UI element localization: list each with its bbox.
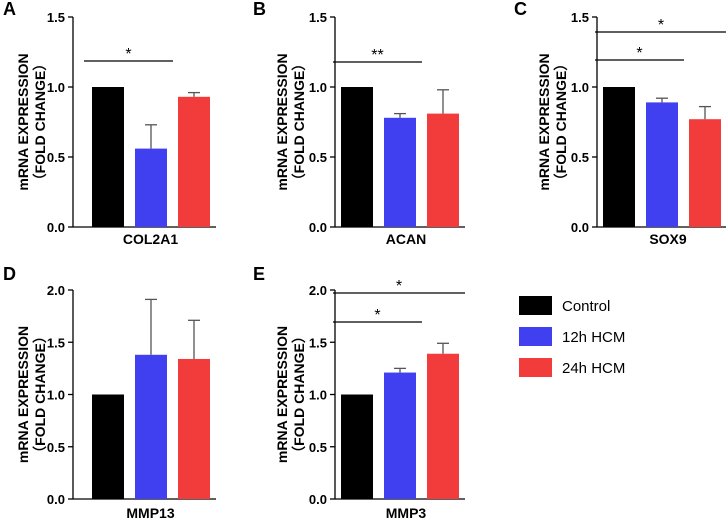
y-tick-label: 1.0 [47, 80, 65, 95]
y-tick-label: 0.5 [571, 150, 589, 165]
y-tick-label: 0.0 [571, 220, 589, 235]
y-axis-title: mRNA EXPRESSION（FOLD CHANGE） [15, 326, 48, 463]
y-tick-label: 1.0 [309, 388, 327, 403]
legend-swatch-24h-hcm [519, 358, 552, 377]
bar-24h-hcm [178, 96, 210, 227]
y-tick-label: 1.5 [47, 10, 65, 25]
y-tick-label: 1.0 [309, 80, 327, 95]
y-tick-label: 0.5 [309, 440, 327, 455]
significance-label: * [374, 307, 380, 324]
y-tick-label: 0.5 [47, 150, 65, 165]
bar-24h-hcm [689, 119, 721, 227]
y-axis-title-line: mRNA EXPRESSION [274, 326, 290, 463]
y-tick-label: 1.5 [571, 10, 589, 25]
bar-24h-hcm [178, 358, 210, 499]
bar-control [603, 87, 635, 227]
y-tick-label: 1.5 [309, 10, 327, 25]
bar-12h-hcm [384, 372, 416, 499]
y-tick-label: 1.0 [571, 80, 589, 95]
y-axis-title-line: （FOLD CHANGE） [553, 57, 569, 188]
x-axis-label: ACAN [386, 231, 426, 247]
panel-letter: D [3, 264, 16, 284]
y-tick-label: 0.5 [309, 150, 327, 165]
bar-control [92, 394, 124, 499]
bar-control [92, 87, 124, 227]
y-tick-label: 2.0 [47, 283, 65, 298]
bar-24h-hcm [427, 113, 459, 227]
y-axis-title: mRNA EXPRESSION（FOLD CHANGE） [274, 326, 307, 463]
significance-label: * [125, 46, 131, 63]
y-axis-title: mRNA EXPRESSION（FOLD CHANGE） [274, 53, 307, 190]
y-axis-title-line: mRNA EXPRESSION [536, 53, 552, 190]
y-axis-title-line: mRNA EXPRESSION [15, 326, 31, 463]
x-axis-label: MMP13 [126, 505, 174, 521]
y-tick-label: 2.0 [309, 283, 327, 298]
panel-letter: A [3, 0, 16, 19]
significance-label: ** [371, 47, 383, 64]
y-tick-label: 0.0 [47, 220, 65, 235]
legend: Control 12h HCM 24h HCM [519, 296, 625, 377]
bar-control [341, 87, 373, 227]
bar-12h-hcm [646, 102, 678, 227]
y-tick-label: 0.0 [309, 220, 327, 235]
y-tick-label: 0.0 [309, 492, 327, 507]
y-axis-title: mRNA EXPRESSION（FOLD CHANGE） [15, 53, 48, 190]
bar-12h-hcm [135, 148, 167, 227]
significance-label: * [658, 17, 664, 34]
y-axis-title-line: mRNA EXPRESSION [15, 53, 31, 190]
y-axis-title-line: （FOLD CHANGE） [32, 329, 48, 460]
significance-label: * [636, 45, 642, 62]
y-tick-label: 0.0 [47, 492, 65, 507]
x-axis-label: MMP3 [386, 505, 427, 521]
legend-label-12h-hcm: 12h HCM [562, 329, 625, 346]
y-tick-label: 1.5 [309, 335, 327, 350]
bar-control [341, 394, 373, 499]
legend-label-24h-hcm: 24h HCM [562, 360, 625, 377]
y-tick-label: 1.5 [47, 335, 65, 350]
legend-swatch-12h-hcm [519, 327, 552, 346]
bar-24h-hcm [427, 353, 459, 499]
y-axis-title-line: （FOLD CHANGE） [291, 57, 307, 188]
y-axis-title-line: （FOLD CHANGE） [32, 57, 48, 188]
y-tick-label: 0.5 [47, 440, 65, 455]
y-tick-label: 1.0 [47, 388, 65, 403]
bar-12h-hcm [384, 117, 416, 227]
significance-label: * [396, 278, 402, 295]
panel-letter: E [253, 264, 265, 284]
x-axis-label: SOX9 [649, 231, 687, 247]
legend-swatch-control [519, 296, 552, 315]
y-axis-title-line: （FOLD CHANGE） [291, 329, 307, 460]
legend-label-control: Control [562, 298, 610, 315]
panel-letter: B [253, 0, 266, 19]
x-axis-label: COL2A1 [123, 231, 178, 247]
panel-letter: C [514, 0, 527, 19]
y-axis-title-line: mRNA EXPRESSION [274, 53, 290, 190]
y-axis-title: mRNA EXPRESSION（FOLD CHANGE） [536, 53, 569, 190]
bar-12h-hcm [135, 354, 167, 499]
